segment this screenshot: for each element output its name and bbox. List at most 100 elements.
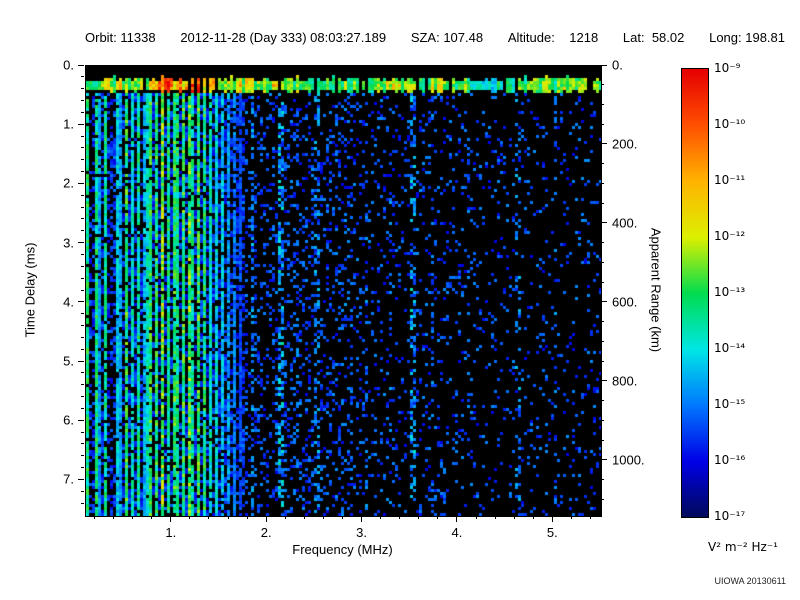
x-minor-tick-mark xyxy=(151,516,153,519)
x-minor-tick-mark xyxy=(303,516,305,519)
y-left-minor-tick-mark xyxy=(81,230,84,232)
y-left-minor-tick-mark xyxy=(81,455,84,457)
y-left-minor-tick-mark xyxy=(81,490,84,492)
header-altitude: Altitude: 1218 xyxy=(507,30,599,45)
y-left-tick-mark xyxy=(78,301,84,303)
y-right-tick-mark xyxy=(601,64,607,66)
y-right-minor-tick-mark xyxy=(601,103,604,105)
header-datetime: 2012-11-28 (Day 333) 08:03:27.189 xyxy=(180,30,387,45)
y-left-minor-tick-mark xyxy=(81,88,84,90)
y-left-minor-tick-mark xyxy=(81,265,84,267)
y-left-minor-tick-mark xyxy=(81,313,84,315)
y-left-minor-tick-mark xyxy=(81,407,84,409)
x-tick-mark xyxy=(361,516,363,522)
y-left-tick-label: 7. xyxy=(63,471,74,487)
plot-frame xyxy=(85,65,602,517)
y-right-minor-tick-mark xyxy=(601,321,604,323)
y-right-minor-tick-mark xyxy=(601,360,604,362)
colorbar-canvas xyxy=(682,69,708,517)
x-tick-label: 5. xyxy=(546,525,558,540)
colorbar-unit-label: V² m⁻² Hz⁻¹ xyxy=(708,540,778,554)
x-minor-tick-mark xyxy=(284,516,286,519)
y-left-tick-mark xyxy=(78,123,84,125)
x-minor-tick-mark xyxy=(132,516,134,519)
y-left-tick-mark xyxy=(78,64,84,66)
x-minor-tick-mark xyxy=(570,516,572,519)
y-left-tick-label: 3. xyxy=(63,235,74,251)
y-left-minor-tick-mark xyxy=(81,218,84,220)
x-minor-tick-mark xyxy=(418,516,420,519)
x-minor-tick-mark xyxy=(589,516,591,519)
y-left-minor-tick-mark xyxy=(81,372,84,374)
y-right-tick-mark xyxy=(601,222,607,224)
y-axis-title-right: Apparent Range (km) xyxy=(648,227,664,353)
y-right-tick-label: 0. xyxy=(612,57,623,73)
x-minor-tick-mark xyxy=(475,516,477,519)
y-right-tick-mark xyxy=(601,459,607,461)
y-left-tick-label: 2. xyxy=(63,175,74,191)
y-left-minor-tick-mark xyxy=(81,396,84,398)
x-minor-tick-mark xyxy=(246,516,248,519)
colorbar-tick-label: 10⁻¹¹ xyxy=(714,173,746,187)
x-tick-mark xyxy=(456,516,458,522)
y-left-minor-tick-mark xyxy=(81,443,84,445)
y-right-minor-tick-mark xyxy=(601,400,604,402)
x-minor-tick-mark xyxy=(94,516,96,519)
header-lat: Lat: 58.02 xyxy=(622,30,685,45)
colorbar-tick-label: 10⁻¹⁰ xyxy=(714,117,746,131)
y-left-minor-tick-mark xyxy=(81,277,84,279)
y-left-minor-tick-mark xyxy=(81,159,84,161)
x-tick-label: 3. xyxy=(356,525,367,540)
y-left-minor-tick-mark xyxy=(81,147,84,149)
y-left-minor-tick-mark xyxy=(81,100,84,102)
y-right-minor-tick-mark xyxy=(601,182,604,184)
x-minor-tick-mark xyxy=(437,516,439,519)
x-minor-tick-mark xyxy=(208,516,210,519)
header-info: Orbit: 11338 2012-11-28 (Day 333) 08:03:… xyxy=(85,30,785,45)
x-minor-tick-mark xyxy=(513,516,515,519)
colorbar-tick-label: 10⁻¹⁷ xyxy=(714,509,746,523)
colorbar-tick-label: 10⁻¹² xyxy=(714,229,746,243)
y-axis-title-left: Time Delay (ms) xyxy=(22,242,38,338)
x-minor-tick-mark xyxy=(227,516,229,519)
y-right-minor-tick-mark xyxy=(601,281,604,283)
y-left-minor-tick-mark xyxy=(81,348,84,350)
y-right-tick-label: 200. xyxy=(612,136,638,152)
y-right-tick-label: 400. xyxy=(612,215,638,231)
y-left-minor-tick-mark xyxy=(81,431,84,433)
y-right-tick-mark xyxy=(601,143,607,145)
colorbar xyxy=(681,68,709,518)
y-left-tick-label: 6. xyxy=(63,412,74,428)
y-left-tick-mark xyxy=(78,360,84,362)
x-tick-label: 4. xyxy=(451,525,463,540)
colorbar-tick-label: 10⁻¹⁶ xyxy=(714,453,746,467)
y-left-minor-tick-mark xyxy=(81,111,84,113)
x-tick-label: 2. xyxy=(260,525,272,540)
y-right-minor-tick-mark xyxy=(601,202,604,204)
y-left-tick-mark xyxy=(78,182,84,184)
y-right-tick-label: 1000. xyxy=(612,452,645,468)
x-minor-tick-mark xyxy=(322,516,324,519)
x-tick-label: 1. xyxy=(165,525,177,540)
y-right-tick-label: 800. xyxy=(612,373,638,389)
colorbar-tick-label: 10⁻¹³ xyxy=(714,285,746,299)
y-left-minor-tick-mark xyxy=(81,171,84,173)
x-minor-tick-mark xyxy=(494,516,496,519)
y-left-minor-tick-mark xyxy=(81,289,84,291)
y-left-minor-tick-mark xyxy=(81,502,84,504)
y-left-minor-tick-mark xyxy=(81,206,84,208)
y-left-tick-mark xyxy=(78,478,84,480)
colorbar-tick-label: 10⁻⁹ xyxy=(714,61,741,75)
x-tick-mark xyxy=(551,516,553,522)
y-right-minor-tick-mark xyxy=(601,478,604,480)
y-left-minor-tick-mark xyxy=(81,253,84,255)
y-left-minor-tick-mark xyxy=(81,384,84,386)
y-left-tick-label: 1. xyxy=(63,116,74,132)
x-axis-title: Frequency (MHz) xyxy=(292,542,393,557)
y-left-minor-tick-mark xyxy=(81,76,84,78)
x-minor-tick-mark xyxy=(113,516,115,519)
x-minor-tick-mark xyxy=(532,516,534,519)
y-left-minor-tick-mark xyxy=(81,325,84,327)
y-left-minor-tick-mark xyxy=(81,467,84,469)
y-left-tick-label: 5. xyxy=(63,353,74,369)
